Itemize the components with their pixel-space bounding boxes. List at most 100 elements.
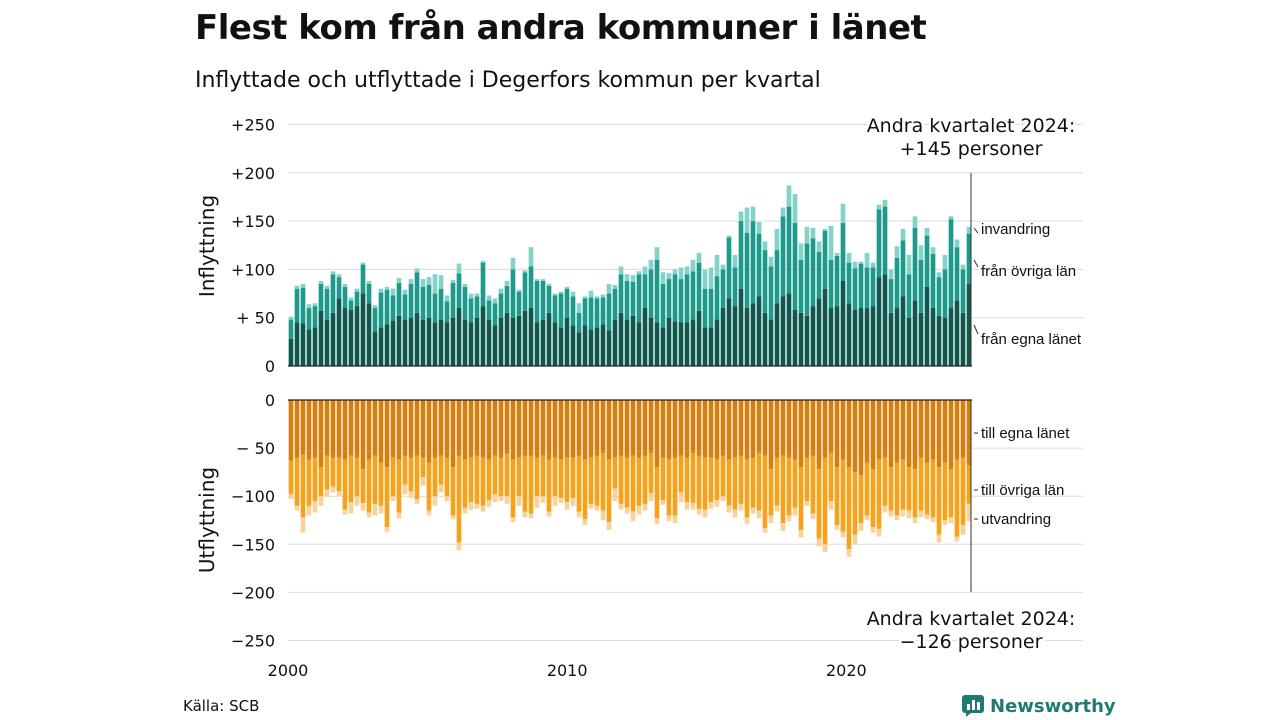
bar-invandring xyxy=(804,226,810,244)
bar-till-egna-lanet xyxy=(402,400,408,456)
bar-utvandring xyxy=(792,507,798,516)
bar-fran-egna-lanet xyxy=(942,317,948,366)
bar-fran-egna-lanet xyxy=(540,319,546,366)
bar-invandring xyxy=(336,274,342,278)
bar-till-ovriga-lan xyxy=(804,457,810,502)
bar-till-ovriga-lan xyxy=(720,455,726,497)
bar-fran-ovriga-lan xyxy=(324,288,330,320)
bar-fran-egna-lanet xyxy=(786,293,792,366)
bar-fran-egna-lanet xyxy=(690,319,696,366)
bar-fran-ovriga-lan xyxy=(948,219,954,309)
bar-utvandring xyxy=(876,528,882,537)
legend-label-top: från övriga län xyxy=(981,263,1076,280)
bar-fran-ovriga-lan xyxy=(408,283,414,318)
bar-invandring xyxy=(378,288,384,293)
bar-fran-egna-lanet xyxy=(924,286,930,366)
bar-utvandring xyxy=(948,517,954,524)
bar-invandring xyxy=(618,266,624,275)
bar-utvandring xyxy=(336,491,342,497)
bar-utvandring xyxy=(570,498,576,506)
bar-utvandring xyxy=(858,523,864,531)
bar-utvandring xyxy=(618,503,624,510)
bar-fran-ovriga-lan xyxy=(792,223,798,310)
bar-fran-egna-lanet xyxy=(312,327,318,366)
bar-till-ovriga-lan xyxy=(936,467,942,535)
bar-till-egna-lanet xyxy=(414,400,420,456)
bar-fran-egna-lanet xyxy=(288,338,294,366)
bar-utvandring xyxy=(726,505,732,513)
bar-invandring xyxy=(780,207,786,217)
bar-fran-egna-lanet xyxy=(684,322,690,366)
bar-invandring xyxy=(582,296,588,299)
bar-chart-logo-icon xyxy=(962,695,984,717)
bar-till-ovriga-lan xyxy=(294,457,300,506)
bar-till-egna-lanet xyxy=(450,400,456,468)
bar-invandring xyxy=(810,227,816,239)
bar-invandring xyxy=(612,284,618,289)
bar-invandring xyxy=(564,286,570,289)
bar-fran-egna-lanet xyxy=(888,312,894,366)
bar-fran-egna-lanet xyxy=(870,306,876,366)
bar-fran-egna-lanet xyxy=(960,312,966,366)
bar-fran-egna-lanet xyxy=(954,300,960,366)
bar-till-ovriga-lan xyxy=(408,457,414,492)
bar-utvandring xyxy=(696,508,702,515)
bar-fran-ovriga-lan xyxy=(510,269,516,318)
bar-fran-ovriga-lan xyxy=(834,255,840,307)
bar-till-ovriga-lan xyxy=(522,455,528,512)
bar-till-ovriga-lan xyxy=(756,452,762,511)
bar-fran-egna-lanet xyxy=(846,303,852,366)
bar-till-egna-lanet xyxy=(894,400,900,463)
bar-utvandring xyxy=(408,491,414,499)
bar-fran-ovriga-lan xyxy=(732,267,738,307)
bar-invandring xyxy=(348,297,354,301)
bar-till-ovriga-lan xyxy=(414,455,420,500)
bar-invandring xyxy=(588,290,594,298)
bar-fran-egna-lanet xyxy=(720,308,726,366)
bar-invandring xyxy=(924,227,930,236)
bar-fran-ovriga-lan xyxy=(828,259,834,309)
bar-till-ovriga-lan xyxy=(744,459,750,518)
bar-invandring xyxy=(624,274,630,281)
bar-invandring xyxy=(852,261,858,269)
bar-fran-egna-lanet xyxy=(750,303,756,366)
annotation-top: Andra kvartalet 2024: xyxy=(867,115,1076,137)
legend-leader-top xyxy=(973,227,979,234)
bar-till-egna-lanet xyxy=(360,400,366,470)
bar-invandring xyxy=(792,194,798,224)
bar-fran-egna-lanet xyxy=(438,319,444,366)
bar-invandring xyxy=(912,216,918,228)
bar-till-ovriga-lan xyxy=(786,457,792,516)
bar-fran-egna-lanet xyxy=(834,306,840,366)
bar-till-ovriga-lan xyxy=(912,469,918,518)
bar-invandring xyxy=(396,278,402,283)
bar-fran-egna-lanet xyxy=(912,300,918,366)
bar-invandring xyxy=(648,259,654,270)
bar-invandring xyxy=(660,272,666,284)
bar-fran-ovriga-lan xyxy=(702,288,708,328)
bar-fran-ovriga-lan xyxy=(642,274,648,309)
bar-till-ovriga-lan xyxy=(642,455,648,504)
bar-invandring xyxy=(966,226,972,234)
bar-till-egna-lanet xyxy=(840,400,846,460)
bar-fran-egna-lanet xyxy=(930,308,936,366)
bar-invandring xyxy=(432,274,438,294)
bar-fran-egna-lanet xyxy=(906,317,912,366)
bar-invandring xyxy=(570,291,576,297)
bar-invandring xyxy=(444,295,450,302)
bar-fran-egna-lanet xyxy=(498,317,504,366)
bar-fran-egna-lanet xyxy=(582,325,588,366)
bar-fran-ovriga-lan xyxy=(504,285,510,313)
bar-fran-ovriga-lan xyxy=(804,243,810,316)
bar-fran-egna-lanet xyxy=(408,317,414,366)
bar-utvandring xyxy=(750,507,756,514)
bar-fran-ovriga-lan xyxy=(582,298,588,326)
bar-invandring xyxy=(744,207,750,233)
bar-utvandring xyxy=(516,496,522,506)
bar-till-ovriga-lan xyxy=(570,457,576,499)
bar-till-egna-lanet xyxy=(510,400,516,460)
bar-till-ovriga-lan xyxy=(324,455,330,490)
bar-fran-egna-lanet xyxy=(654,322,660,366)
bar-till-egna-lanet xyxy=(672,400,678,458)
bar-fran-ovriga-lan xyxy=(528,266,534,309)
